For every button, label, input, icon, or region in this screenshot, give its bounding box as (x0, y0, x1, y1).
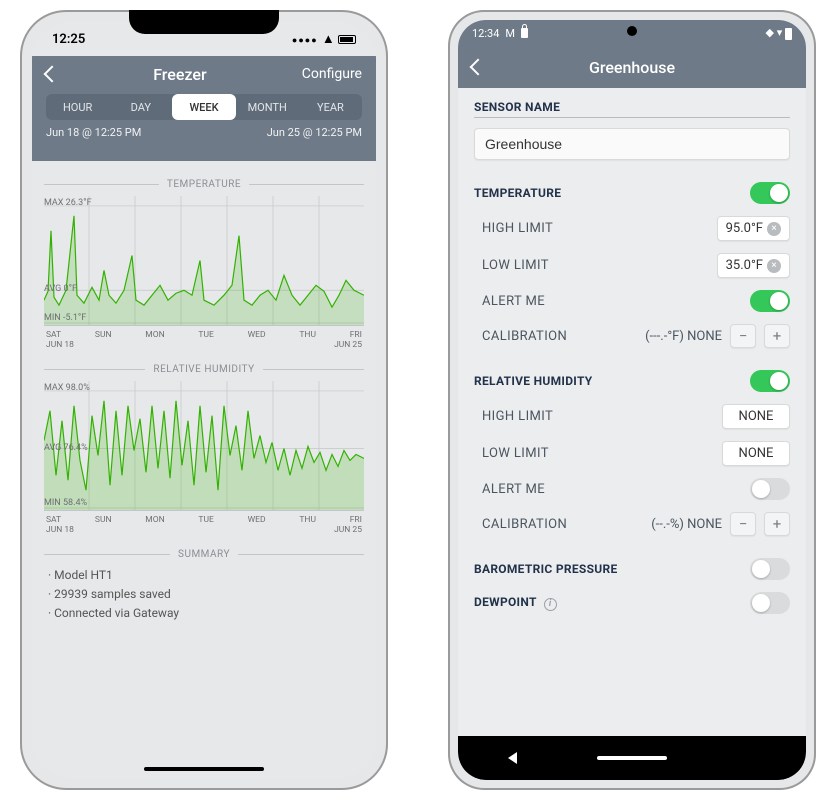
home-indicator[interactable] (144, 767, 264, 771)
summary-line: Connected via Gateway (48, 604, 360, 623)
rh-alert-toggle[interactable] (750, 478, 790, 500)
segment-day[interactable]: DAY (109, 94, 172, 120)
page-title: Greenhouse (589, 58, 675, 77)
rh-section-label: RELATIVE HUMIDITY (474, 374, 593, 388)
temp-alert-toggle[interactable] (750, 290, 790, 312)
temp-xaxis-days: SAT SUN MON TUE WED THU FRI (44, 328, 364, 340)
segment-year[interactable]: YEAR (299, 94, 362, 120)
summary-line: Model HT1 (48, 566, 360, 585)
iphone-screen: 12:25 ●●●● ▲ Freezer Configure HOUR DAY … (32, 22, 376, 778)
sensor-name-input[interactable] (474, 128, 790, 160)
range-end: Jun 25 @ 12:25 PM (267, 126, 362, 139)
header-bar: Greenhouse (458, 46, 806, 88)
cal-minus-button[interactable]: − (730, 324, 756, 348)
temp-low-limit-value[interactable]: 35.0°F × (717, 253, 790, 278)
temp-section-label: TEMPERATURE (474, 186, 561, 200)
temp-chart-svg (44, 196, 364, 325)
clear-icon[interactable]: × (767, 259, 781, 273)
temperature-title: TEMPERATURE (167, 179, 241, 190)
header-bar: Freezer Configure HOUR DAY WEEK MONTH YE… (32, 56, 376, 161)
time-range-segments: HOUR DAY WEEK MONTH YEAR (46, 94, 362, 120)
back-chevron-icon[interactable] (44, 66, 61, 83)
temp-calibration-label: CALIBRATION (482, 329, 567, 344)
dewpoint-section-label: DEWPOINT i (474, 595, 557, 611)
status-right-icons: ●●●● ▲ (292, 31, 356, 47)
back-chevron-icon[interactable] (470, 59, 487, 76)
range-start: Jun 18 @ 12:25 PM (46, 126, 141, 139)
summary-list: Model HT1 29939 samples saved Connected … (44, 566, 364, 624)
mail-icon: M (505, 27, 515, 40)
settings-content[interactable]: SENSOR NAME TEMPERATURE HIGH LIMIT 95.0°… (458, 88, 806, 736)
humidity-title: RELATIVE HUMIDITY (153, 364, 254, 375)
rh-toggle[interactable] (750, 370, 790, 392)
sensor-name-label: SENSOR NAME (474, 100, 790, 114)
temp-xaxis-dates: JUN 18 JUN 25 (44, 340, 364, 354)
rh-calibration-text: (--.-%) NONE (651, 517, 722, 532)
temp-toggle[interactable] (750, 182, 790, 204)
rh-low-limit-value[interactable]: NONE (722, 441, 790, 466)
rh-min-label: MIN 58.4% (44, 498, 87, 508)
temp-low-limit-label: LOW LIMIT (482, 258, 549, 273)
temp-alert-label: ALERT ME (482, 294, 545, 309)
rh-alert-label: ALERT ME (482, 482, 545, 497)
lock-icon (521, 28, 528, 38)
status-time: 12:25 (52, 32, 85, 47)
rh-avg-label: AVG 76.4% (44, 443, 88, 453)
temp-max-label: MAX 26.3°F (44, 198, 92, 208)
charts-content[interactable]: TEMPERATURE MAX 26.3°F AVG 0°F MIN -5.1°… (32, 161, 376, 778)
status-right-icons: ◆ ▾ (766, 26, 792, 39)
configure-link[interactable]: Configure (302, 66, 362, 82)
iphone-frame: 12:25 ●●●● ▲ Freezer Configure HOUR DAY … (20, 10, 388, 790)
status-time: 12:34 (472, 27, 499, 40)
rh-low-limit-label: LOW LIMIT (482, 446, 549, 461)
segment-month[interactable]: MONTH (236, 94, 299, 120)
android-frame: 12:34 M ◆ ▾ Greenhouse SENSOR NAME (448, 10, 816, 790)
temp-calibration-text: (---.-°F) NONE (645, 329, 722, 344)
temp-avg-label: AVG 0°F (44, 284, 77, 294)
rh-max-label: MAX 98.0% (44, 383, 90, 393)
android-punch-hole (627, 26, 637, 36)
rh-calibration-label: CALIBRATION (482, 517, 567, 532)
iphone-notch (129, 10, 279, 34)
baro-toggle[interactable] (750, 558, 790, 580)
rh-chart-svg (44, 381, 364, 510)
temp-high-limit-label: HIGH LIMIT (482, 221, 553, 236)
page-title: Freezer (153, 65, 206, 84)
summary-line: 29939 samples saved (48, 585, 360, 604)
rh-high-limit-label: HIGH LIMIT (482, 409, 553, 424)
cal-plus-button[interactable]: + (764, 512, 790, 536)
rh-high-limit-value[interactable]: NONE (722, 404, 790, 429)
summary-title: SUMMARY (178, 549, 230, 560)
temperature-chart[interactable]: MAX 26.3°F AVG 0°F MIN -5.1°F (44, 196, 364, 326)
rh-xaxis-days: SAT SUN MON TUE WED THU FRI (44, 513, 364, 525)
dewpoint-toggle[interactable] (750, 592, 790, 614)
rh-xaxis-dates: JUN 18 JUN 25 (44, 525, 364, 539)
android-nav-bar (458, 736, 806, 780)
info-icon[interactable]: i (544, 598, 557, 611)
temp-min-label: MIN -5.1°F (44, 313, 86, 323)
android-screen: 12:34 M ◆ ▾ Greenhouse SENSOR NAME (458, 20, 806, 780)
baro-section-label: BAROMETRIC PRESSURE (474, 562, 618, 576)
clear-icon[interactable]: × (767, 222, 781, 236)
cal-minus-button[interactable]: − (730, 512, 756, 536)
cal-plus-button[interactable]: + (764, 324, 790, 348)
segment-hour[interactable]: HOUR (46, 94, 109, 120)
nav-back-icon[interactable] (508, 752, 517, 764)
humidity-chart[interactable]: MAX 98.0% AVG 76.4% MIN 58.4% (44, 381, 364, 511)
segment-week[interactable]: WEEK (172, 94, 235, 120)
nav-home-icon[interactable] (597, 756, 667, 760)
temp-high-limit-value[interactable]: 95.0°F × (717, 216, 790, 241)
